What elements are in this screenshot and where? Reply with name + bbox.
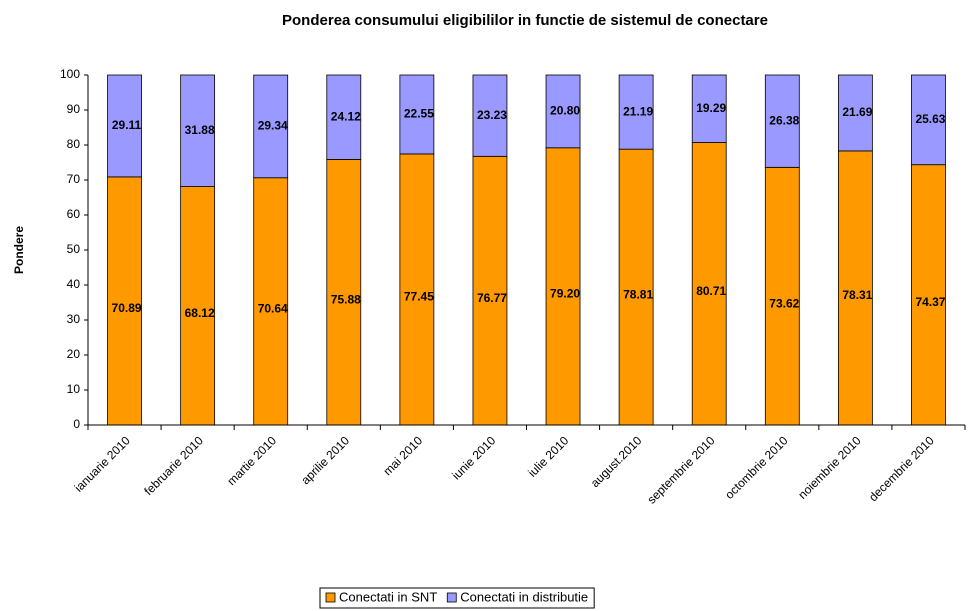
x-tick-label: septembrie 2010 (644, 433, 717, 506)
y-tick-label: 50 (67, 242, 81, 256)
data-label: 29.34 (258, 119, 288, 133)
data-label: 29.11 (112, 118, 142, 132)
x-tick-label: martie 2010 (224, 433, 279, 488)
bar-segment (180, 186, 216, 426)
data-label: 68.12 (185, 306, 215, 320)
data-label: 73.62 (769, 296, 799, 310)
bar-segment (837, 74, 873, 152)
bar-segment (253, 177, 289, 426)
bar-segment (691, 74, 727, 143)
x-tick-label: noiembrie 2010 (795, 433, 864, 502)
legend-box (319, 587, 595, 609)
bar-segment (472, 155, 508, 426)
data-label: 70.89 (112, 301, 142, 315)
data-label: 70.64 (258, 302, 288, 316)
bar-segment (764, 166, 800, 426)
data-label: 20.80 (550, 104, 580, 118)
y-axis-title: Pondere (12, 226, 26, 274)
y-tick-label: 80 (67, 137, 81, 151)
y-tick-label: 30 (67, 312, 81, 326)
legend-swatch (325, 592, 336, 603)
y-tick-label: 20 (67, 347, 81, 361)
data-label: 26.38 (769, 113, 799, 127)
bar-segment (180, 74, 216, 187)
bar-segment (326, 74, 362, 160)
bar-segment (253, 74, 289, 179)
bar-segment (618, 148, 654, 426)
y-tick-label: 10 (67, 382, 81, 396)
legend-swatch (446, 592, 457, 603)
x-tick-label: iulie 2010 (525, 433, 571, 479)
bar-segment (107, 176, 142, 426)
data-label: 78.31 (842, 288, 872, 302)
x-tick-label: ianuarie 2010 (72, 433, 134, 495)
bar-segment (545, 147, 581, 426)
bar-segment (618, 74, 654, 150)
x-tick-label: august.2010 (588, 433, 645, 490)
data-label: 31.88 (185, 123, 215, 137)
data-label: 76.77 (477, 291, 507, 305)
y-tick-label: 70 (67, 172, 81, 186)
data-label: 78.81 (623, 287, 653, 301)
legend-label: Conectati in SNT (339, 589, 437, 604)
bar-segment (399, 74, 435, 155)
data-label: 74.37 (915, 295, 945, 309)
bar-segment (107, 74, 142, 178)
x-tick-label: aprilie 2010 (298, 433, 352, 487)
data-label: 77.45 (404, 290, 434, 304)
data-label: 80.71 (696, 284, 726, 298)
data-label: 22.55 (404, 107, 434, 121)
chart-title: Ponderea consumului eligibililor in func… (282, 12, 768, 29)
data-label: 25.63 (915, 112, 945, 126)
x-tick-label: decembrie 2010 (866, 433, 937, 504)
x-tick-label: iunie 2010 (449, 433, 498, 482)
bar-segment (911, 164, 946, 426)
y-tick-label: 90 (67, 102, 81, 116)
y-tick-label: 40 (67, 277, 81, 291)
y-tick-label: 100 (60, 67, 80, 81)
legend: Conectati in SNT Conectati in distributie (319, 587, 595, 609)
data-label: 24.12 (331, 109, 361, 123)
bar-segment (837, 150, 873, 426)
bar-segment (764, 74, 800, 168)
data-label: 21.19 (623, 104, 653, 118)
legend-label: Conectati in distributie (460, 589, 588, 604)
bar-segment (545, 74, 581, 149)
bar-segment (472, 74, 508, 157)
y-tick-label: 0 (73, 417, 80, 431)
bar-segment (911, 74, 946, 166)
x-tick-label: mai 2010 (380, 433, 425, 478)
y-tick-label: 60 (67, 207, 81, 221)
data-label: 79.20 (550, 287, 580, 301)
bar-segment (399, 153, 435, 426)
x-tick-label: octombrie 2010 (722, 433, 791, 502)
data-label: 21.69 (842, 105, 872, 119)
x-tick-label: februarie 2010 (141, 433, 206, 498)
data-label: 23.23 (477, 108, 507, 122)
data-label: 75.88 (331, 292, 361, 306)
data-label: 19.29 (696, 101, 726, 115)
